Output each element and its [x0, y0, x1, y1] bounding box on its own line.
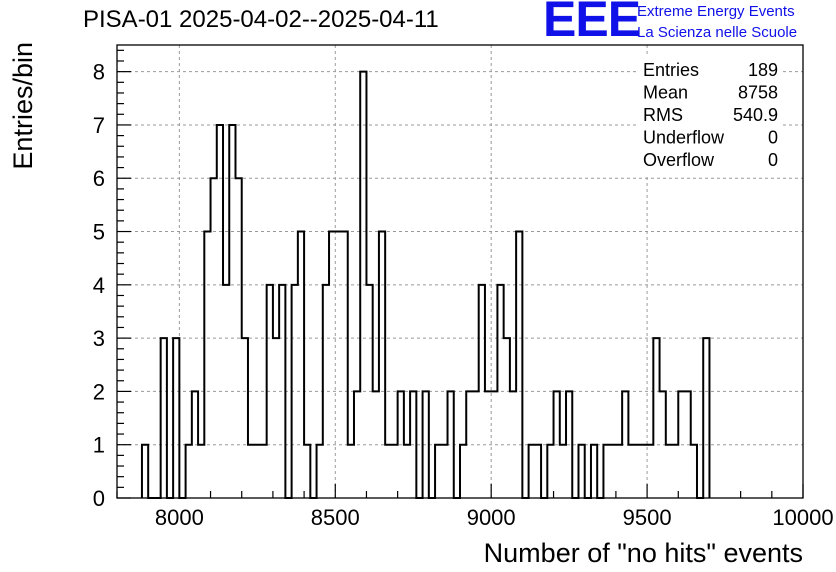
logo-text-line1: Extreme Energy Events: [637, 3, 795, 20]
tick-labels: 8000 8500 9000 9500 10000 0 1 2 3 4 5 6 7 8: [93, 60, 834, 530]
y-tick-label: 1: [93, 433, 105, 458]
y-axis-label: Entries/bin: [8, 42, 38, 170]
logo-text-line2: La Scienza nelle Scuole: [637, 24, 798, 41]
stats-box-bg: [637, 56, 782, 177]
y-tick-label: 5: [93, 220, 105, 245]
x-tick-label: 9500: [623, 505, 672, 530]
stats-box: Entries 189 Mean 8758 RMS 540.9 Underflow 0 Over…: [637, 56, 782, 177]
stats-label: Entries: [643, 60, 699, 80]
y-tick-label: 8: [93, 60, 105, 85]
stats-label: Mean: [643, 83, 688, 103]
stats-value: 540.9: [733, 105, 778, 125]
y-tick-label: 2: [93, 379, 105, 404]
eee-logo: EEE: [543, 0, 641, 47]
y-tick-label: 3: [93, 326, 105, 351]
stats-value: 0: [768, 150, 778, 170]
stats-value: 0: [768, 128, 778, 148]
y-tick-label: 7: [93, 113, 105, 138]
x-tick-label: 10000: [772, 505, 833, 530]
stats-label: Overflow: [643, 150, 715, 170]
stats-label: Underflow: [643, 128, 725, 148]
stats-label: RMS: [643, 105, 683, 125]
y-tick-label: 0: [93, 486, 105, 511]
stats-value: 8758: [738, 83, 778, 103]
y-tick-label: 4: [93, 273, 105, 298]
x-tick-label: 8000: [155, 505, 204, 530]
axes: [116, 44, 804, 499]
x-tick-label: 8500: [311, 505, 360, 530]
stats-value: 189: [748, 60, 778, 80]
chart-title: PISA-01 2025-04-02--2025-04-11: [83, 6, 439, 33]
y-tick-label: 6: [93, 166, 105, 191]
x-axis-label: Number of "no hits" events: [484, 538, 803, 568]
x-tick-label: 9000: [467, 505, 516, 530]
